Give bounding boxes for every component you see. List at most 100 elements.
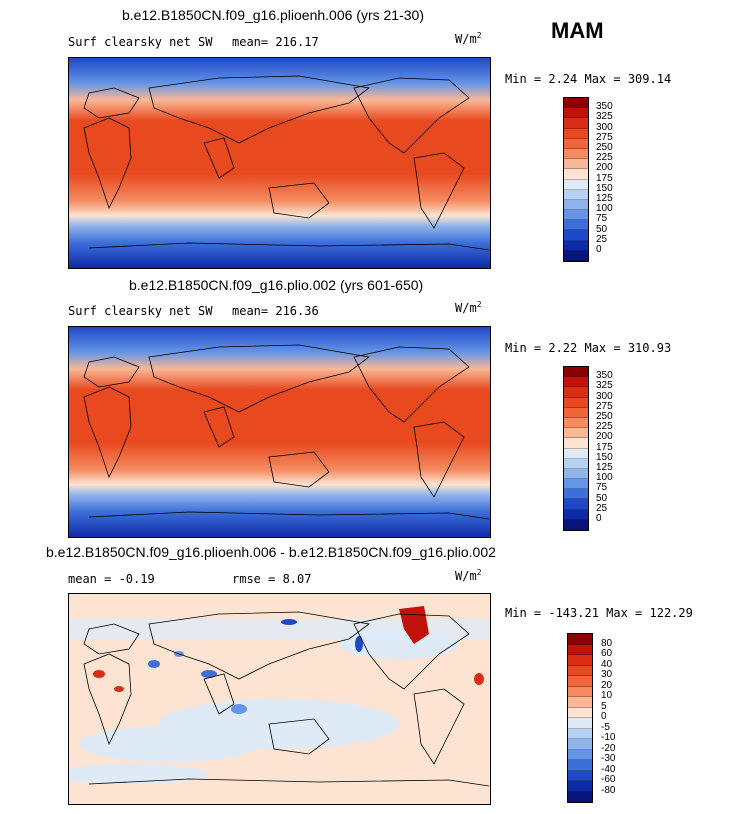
colorbar-swatch [564, 138, 588, 149]
panel2-coastlines [83, 344, 490, 520]
colorbar-swatch [564, 479, 588, 490]
colorbar-swatch [564, 179, 588, 190]
colorbar-swatch [564, 448, 588, 459]
panel3-anomaly-patches [69, 606, 490, 784]
colorbar-swatch [564, 499, 588, 510]
panel2-title: b.e12.B1850CN.f09_g16.plio.002 (yrs 601-… [129, 277, 424, 293]
colorbar-tick-label: -20 [601, 742, 616, 754]
colorbar-tick-label: 0 [601, 711, 607, 722]
colorbar-tick-label: -60 [601, 774, 616, 785]
colorbar-swatch [568, 634, 592, 645]
colorbar-swatch [568, 686, 592, 697]
colorbar-tick-label: 0 [596, 244, 602, 255]
panel3-minmax: Min = -143.21 Max = 122.29 [505, 606, 693, 620]
colorbar-swatch [568, 707, 592, 718]
colorbar-tick-label: 25 [596, 502, 608, 514]
colorbar-swatch [564, 128, 588, 139]
colorbar-tick-label: 250 [596, 142, 613, 153]
panel1-field [69, 58, 490, 268]
colorbar-tick-label: -5 [601, 721, 610, 733]
colorbar-swatch [564, 397, 588, 408]
colorbar-tick-label: 75 [596, 482, 608, 494]
colorbar-tick-label: 50 [596, 223, 608, 235]
colorbar-tick-label: 325 [596, 380, 613, 392]
panel1-field-label: Surf clearsky net SW [68, 35, 213, 49]
panel1-minmax: Min = 2.24 Max = 309.14 [505, 72, 672, 86]
colorbar-tick-label: 275 [596, 131, 613, 143]
colorbar-swatch [568, 644, 592, 655]
colorbar-tick-label: 25 [596, 233, 608, 245]
panel1-map [68, 57, 491, 269]
panel3-title: b.e12.B1850CN.f09_g16.plioenh.006 - b.e1… [46, 544, 496, 560]
colorbar-tick-label: -40 [601, 763, 616, 775]
colorbar-swatch [568, 739, 592, 750]
season-label: MAM [551, 18, 604, 43]
panel2-map [68, 326, 491, 538]
colorbar-tick-label: 300 [596, 390, 613, 402]
colorbar-tick-label: -80 [601, 784, 616, 796]
colorbar-swatch [564, 468, 588, 480]
panel2-minmax: Min = 2.22 Max = 310.93 [505, 341, 672, 355]
panel1-mean: mean= 216.17 [232, 35, 319, 49]
colorbar-swatch [564, 377, 588, 388]
colorbar-swatch [564, 148, 588, 160]
colorbar-tick-label: 5 [601, 700, 607, 712]
colorbar-tick-label: -10 [601, 732, 616, 743]
colorbar-swatch [564, 458, 588, 469]
colorbar-tick-label: 100 [596, 472, 613, 484]
colorbar-swatch [564, 509, 588, 520]
colorbar-tick-label: 125 [596, 193, 613, 204]
panel3-mean: mean = -0.19 [68, 572, 155, 586]
colorbar-swatch [564, 199, 588, 211]
colorbar-tick-label: 50 [596, 492, 608, 504]
panel1-coastlines [83, 75, 490, 251]
colorbar-swatch [568, 781, 592, 792]
colorbar-tick-label: 30 [601, 669, 613, 680]
colorbar-tick-label: 350 [596, 101, 613, 113]
panel3-map [68, 593, 491, 805]
colorbar-swatch [568, 760, 592, 771]
colorbar-swatch [564, 108, 588, 119]
colorbar-swatch [564, 519, 588, 530]
colorbar-swatch [568, 676, 592, 687]
colorbar-swatch [564, 118, 588, 129]
colorbar-tick-label: 10 [601, 690, 613, 701]
panel1-colorbar [563, 97, 589, 262]
colorbar-tick-label: 125 [596, 462, 613, 473]
colorbar-tick-label: 300 [596, 121, 613, 133]
colorbar-tick-label: 225 [596, 152, 613, 164]
colorbar-swatch [564, 189, 588, 200]
colorbar-swatch [568, 791, 592, 802]
colorbar-tick-label: 175 [596, 441, 613, 453]
panel2-mean: mean= 216.36 [232, 304, 319, 318]
panel3-colorbar [567, 633, 593, 803]
colorbar-tick-label: 0 [596, 513, 602, 524]
colorbar-tick-label: 75 [596, 213, 608, 225]
panel1-units: W/m2 [455, 31, 482, 46]
panel3-units: W/m2 [455, 568, 482, 583]
panel2-units: W/m2 [455, 300, 482, 315]
colorbar-swatch [568, 749, 592, 760]
colorbar-swatch [564, 210, 588, 221]
colorbar-tick-label: 100 [596, 203, 613, 215]
colorbar-tick-label: 200 [596, 162, 613, 174]
colorbar-swatch [564, 367, 588, 378]
colorbar-swatch [564, 240, 588, 251]
panel3-rmse: rmse = 8.07 [232, 572, 312, 586]
panel2-field [69, 327, 490, 537]
colorbar-swatch [568, 728, 592, 739]
colorbar-swatch [564, 230, 588, 241]
colorbar-swatch [568, 770, 592, 781]
colorbar-tick-label: 60 [601, 648, 613, 659]
colorbar-tick-label: 225 [596, 421, 613, 433]
panel3-coastlines [83, 611, 490, 787]
colorbar-swatch [564, 387, 588, 398]
panel2-colorbar [563, 366, 589, 531]
colorbar-swatch [564, 159, 588, 170]
colorbar-tick-label: 200 [596, 431, 613, 443]
colorbar-swatch [564, 98, 588, 109]
colorbar-swatch [568, 665, 592, 676]
colorbar-swatch [564, 250, 588, 261]
colorbar-tick-label: 250 [596, 411, 613, 422]
colorbar-tick-label: 80 [601, 637, 613, 649]
